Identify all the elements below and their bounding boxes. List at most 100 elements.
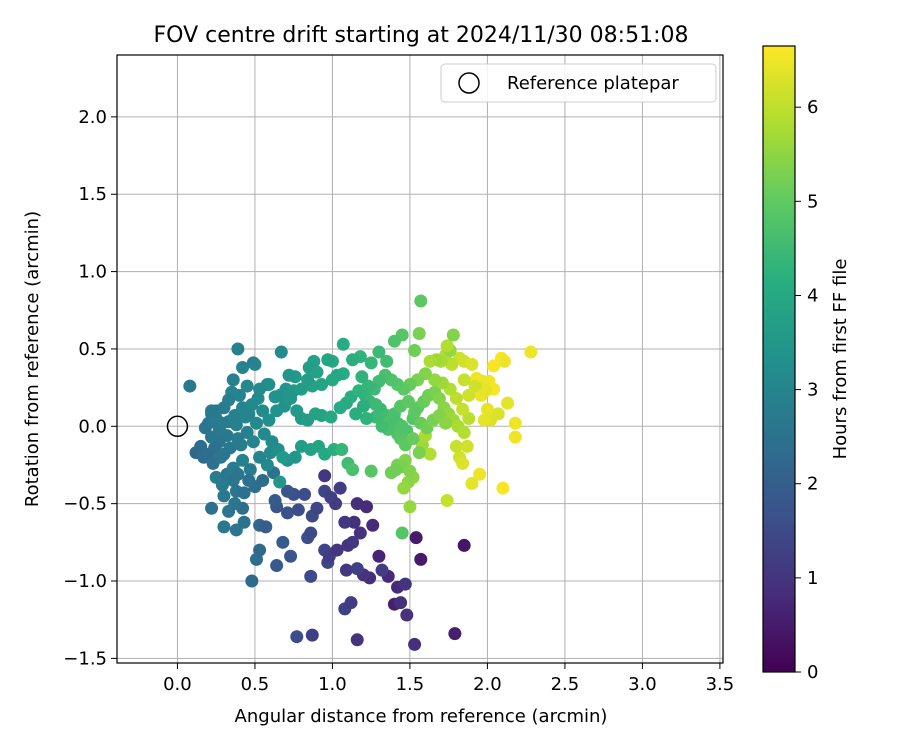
data-point bbox=[197, 450, 211, 464]
legend-entry-label: Reference platepar bbox=[507, 73, 679, 94]
data-point bbox=[448, 627, 462, 641]
x-axis-ticks: 0.0 0.5 1.0 1.5 2.0 2.5 3.0 3.5 bbox=[163, 663, 734, 695]
data-point bbox=[457, 373, 471, 387]
data-point bbox=[305, 628, 319, 642]
data-point bbox=[400, 608, 414, 622]
data-point bbox=[501, 396, 515, 410]
data-point bbox=[245, 574, 259, 588]
data-point bbox=[231, 467, 245, 481]
data-point bbox=[360, 500, 374, 514]
colorbar: 0 1 2 3 4 5 6 Hours from first FF file bbox=[762, 45, 851, 683]
data-point bbox=[256, 404, 270, 418]
data-point bbox=[449, 391, 463, 405]
data-point bbox=[397, 481, 411, 495]
legend-marker-icon bbox=[458, 72, 480, 94]
data-point bbox=[335, 443, 349, 457]
data-point bbox=[260, 458, 274, 472]
data-point bbox=[487, 359, 501, 373]
data-point bbox=[364, 464, 378, 478]
y-tick-label: 1.5 bbox=[78, 184, 107, 205]
data-point bbox=[508, 430, 522, 444]
data-point bbox=[361, 379, 375, 393]
data-point bbox=[236, 361, 250, 375]
data-point bbox=[479, 384, 493, 398]
data-point bbox=[228, 497, 242, 511]
data-point bbox=[350, 633, 364, 647]
data-point bbox=[262, 378, 276, 392]
data-point bbox=[353, 526, 367, 540]
data-point bbox=[480, 402, 494, 416]
data-point bbox=[276, 450, 290, 464]
data-point bbox=[380, 354, 394, 368]
data-point bbox=[477, 413, 491, 427]
data-point bbox=[456, 402, 470, 416]
legend-box bbox=[440, 63, 717, 103]
data-point bbox=[329, 497, 343, 511]
y-tick-label: 0.0 bbox=[78, 416, 107, 437]
reference-platepar-marker bbox=[166, 415, 189, 438]
data-point bbox=[412, 326, 426, 340]
data-point bbox=[408, 637, 422, 651]
data-point bbox=[245, 398, 259, 412]
data-point bbox=[524, 345, 538, 359]
data-point bbox=[280, 506, 294, 520]
data-point bbox=[304, 526, 318, 540]
data-point bbox=[298, 487, 312, 501]
data-point bbox=[440, 339, 454, 353]
data-point bbox=[364, 356, 378, 370]
data-point bbox=[234, 438, 248, 452]
data-point bbox=[304, 569, 318, 583]
data-point bbox=[449, 439, 463, 453]
data-point bbox=[456, 456, 470, 470]
data-point bbox=[349, 407, 363, 421]
data-point bbox=[324, 410, 338, 424]
data-point bbox=[288, 450, 302, 464]
x-tick-label: 1.5 bbox=[396, 674, 425, 695]
colorbar-tick-label: 5 bbox=[807, 191, 818, 212]
data-point bbox=[460, 439, 474, 453]
data-point bbox=[428, 373, 442, 387]
colorbar-tick-label: 6 bbox=[807, 97, 818, 118]
data-point bbox=[229, 523, 243, 537]
data-point bbox=[290, 630, 304, 644]
colorbar-gradient bbox=[763, 46, 795, 672]
colorbar-frame bbox=[762, 45, 796, 673]
data-point bbox=[346, 353, 360, 367]
x-tick-label: 3.5 bbox=[706, 674, 735, 695]
data-point bbox=[336, 337, 350, 351]
data-point bbox=[423, 447, 437, 461]
colorbar-ticks: 0 1 2 3 4 5 6 bbox=[795, 97, 818, 683]
data-point bbox=[465, 357, 479, 371]
y-axis-label: Rotation from reference (arcmin) bbox=[22, 211, 43, 507]
data-point bbox=[403, 500, 417, 514]
data-point bbox=[205, 404, 219, 418]
data-point bbox=[280, 484, 294, 498]
data-point bbox=[253, 543, 267, 557]
data-point bbox=[284, 549, 298, 563]
data-point bbox=[291, 503, 305, 517]
data-point bbox=[439, 416, 453, 430]
data-point bbox=[333, 481, 347, 495]
data-point bbox=[338, 515, 352, 529]
data-point bbox=[246, 435, 260, 449]
data-point bbox=[462, 412, 476, 426]
data-point bbox=[284, 391, 298, 405]
data-point bbox=[330, 543, 344, 557]
data-point bbox=[375, 419, 389, 433]
legend: Reference platepar bbox=[440, 63, 717, 103]
data-point bbox=[387, 334, 401, 348]
x-tick-label: 2.5 bbox=[551, 674, 580, 695]
data-point bbox=[414, 294, 428, 308]
data-point bbox=[465, 477, 479, 491]
data-point bbox=[205, 430, 219, 444]
data-point bbox=[276, 535, 290, 549]
data-point bbox=[497, 354, 511, 368]
data-point bbox=[350, 562, 364, 576]
data-point bbox=[301, 373, 315, 387]
data-point bbox=[198, 421, 212, 435]
data-point bbox=[240, 425, 254, 439]
data-point bbox=[395, 526, 409, 540]
data-point bbox=[240, 379, 254, 393]
data-point bbox=[339, 563, 353, 577]
data-point bbox=[406, 432, 420, 446]
